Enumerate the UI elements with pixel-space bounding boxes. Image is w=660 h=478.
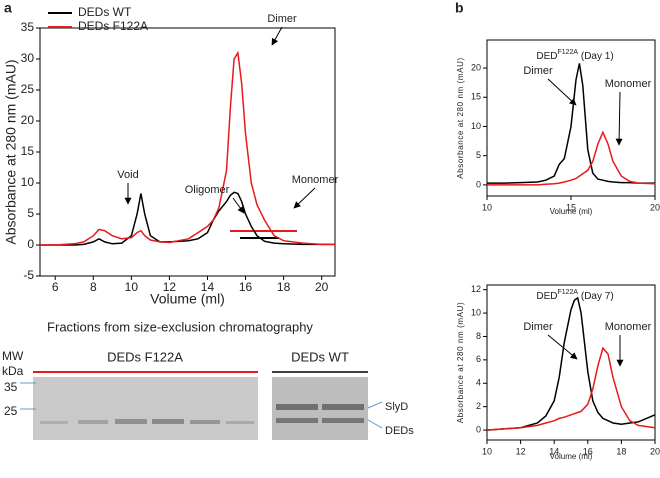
x-tick-label: 12 xyxy=(163,280,177,294)
series-label: Dimer xyxy=(523,321,553,333)
x-tick-label: 14 xyxy=(549,446,559,456)
annotation: Monomer xyxy=(292,174,339,186)
y-axis-label: Absorbance at 280 nm (mAU) xyxy=(3,59,19,244)
y-axis-label: Absorbance at 280 nm (mAU) xyxy=(456,302,465,423)
series-line xyxy=(487,130,656,186)
title-part: F122A xyxy=(557,49,578,56)
arrow xyxy=(232,197,245,214)
x-tick-label: 10 xyxy=(482,446,492,456)
arrow xyxy=(547,78,577,106)
x-tick-label: 6 xyxy=(52,280,59,294)
legend-label: DEDs F122A xyxy=(78,19,148,33)
arrow xyxy=(293,187,316,209)
plot-frame xyxy=(486,39,656,197)
gel-bands xyxy=(40,404,364,424)
arrow xyxy=(615,91,623,146)
y-tick-label: 20 xyxy=(21,113,35,127)
y-tick-label: -5 xyxy=(23,268,34,282)
annotation: Dimer xyxy=(267,13,297,25)
gel-mw: MW xyxy=(2,349,24,363)
gel-image xyxy=(33,377,258,440)
x-tick-label: 10 xyxy=(482,202,492,212)
y-tick-label: 5 xyxy=(27,206,34,220)
gel-title: Fractions from size-exclusion chromatogr… xyxy=(47,319,313,334)
y-tick-label: 10 xyxy=(471,307,481,317)
title-part: DED xyxy=(536,291,557,302)
series-line xyxy=(486,296,656,431)
title-part: F122A xyxy=(557,289,578,296)
x-tick-label: 20 xyxy=(315,280,329,294)
series-label: Dimer xyxy=(523,65,553,77)
x-axis-label: Volume (ml) xyxy=(550,452,593,461)
y-tick-label: 10 xyxy=(471,121,481,131)
series-label: Monomer xyxy=(605,321,652,333)
legend-label: DEDs WT xyxy=(78,5,132,19)
chart-title: DEDF122A (Day 1) xyxy=(536,49,613,62)
annotation: Void xyxy=(117,169,138,181)
y-tick-label: 35 xyxy=(21,20,35,34)
x-axis-label: Volume (ml) xyxy=(150,291,225,307)
x-tick-label: 12 xyxy=(516,446,526,456)
series-line xyxy=(487,63,655,184)
y-tick-label: 15 xyxy=(21,144,35,158)
y-tick-label: 25 xyxy=(21,82,35,96)
y-tick-label: 12 xyxy=(471,284,481,294)
y-tick-label: 0 xyxy=(476,179,481,189)
y-tick-label: 8 xyxy=(476,331,481,341)
y-tick-label: 20 xyxy=(471,62,481,72)
y-tick-label: 30 xyxy=(21,51,35,65)
series-line xyxy=(40,191,335,246)
x-tick-label: 8 xyxy=(90,280,97,294)
x-tick-label: 16 xyxy=(583,446,593,456)
y-axis-label: Absorbance at 280 nm (mAU) xyxy=(456,57,465,178)
x-tick-label: 20 xyxy=(650,202,660,212)
y-tick-label: 0 xyxy=(27,237,34,251)
series-line xyxy=(486,346,656,431)
band-label: DEDs xyxy=(385,425,414,437)
arrow xyxy=(271,26,283,46)
x-tick-label: 16 xyxy=(239,280,253,294)
y-tick-label: 0 xyxy=(476,424,481,434)
chart-title: DEDF122A (Day 7) xyxy=(536,289,613,302)
marker-label: 35 xyxy=(4,380,18,394)
series-label: Monomer xyxy=(605,78,652,90)
x-tick-label: 18 xyxy=(277,280,291,294)
band-label: SlyD xyxy=(385,401,408,413)
x-tick-label: 14 xyxy=(201,280,215,294)
x-tick-label: 15 xyxy=(566,202,576,212)
lane-group-label: DEDs F122A xyxy=(107,349,183,364)
y-tick-label: 2 xyxy=(476,401,481,411)
annotation: Oligomer xyxy=(185,184,230,196)
arrow xyxy=(547,334,578,360)
marker-label: 25 xyxy=(4,404,18,418)
x-tick-label: 20 xyxy=(650,446,660,456)
title-part: (Day 7) xyxy=(578,291,614,302)
plot-frame xyxy=(486,284,656,441)
band-pointer xyxy=(367,419,383,429)
title-part: (Day 1) xyxy=(578,51,614,62)
y-tick-label: 15 xyxy=(471,92,481,102)
series-line xyxy=(40,50,335,246)
gel-unit: kDa xyxy=(2,364,24,378)
y-tick-label: 6 xyxy=(476,354,481,364)
x-tick-label: 18 xyxy=(616,446,626,456)
x-axis-label: Volume (ml) xyxy=(550,207,593,216)
lane-group-label: DEDs WT xyxy=(291,349,349,364)
panel-label: a xyxy=(4,0,12,16)
title-part: DED xyxy=(536,51,557,62)
y-tick-label: 4 xyxy=(476,378,481,388)
panel-label: b xyxy=(455,0,464,16)
band-pointer xyxy=(367,401,383,409)
y-tick-label: 5 xyxy=(476,150,481,160)
y-tick-label: 10 xyxy=(21,175,35,189)
x-tick-label: 10 xyxy=(125,280,139,294)
